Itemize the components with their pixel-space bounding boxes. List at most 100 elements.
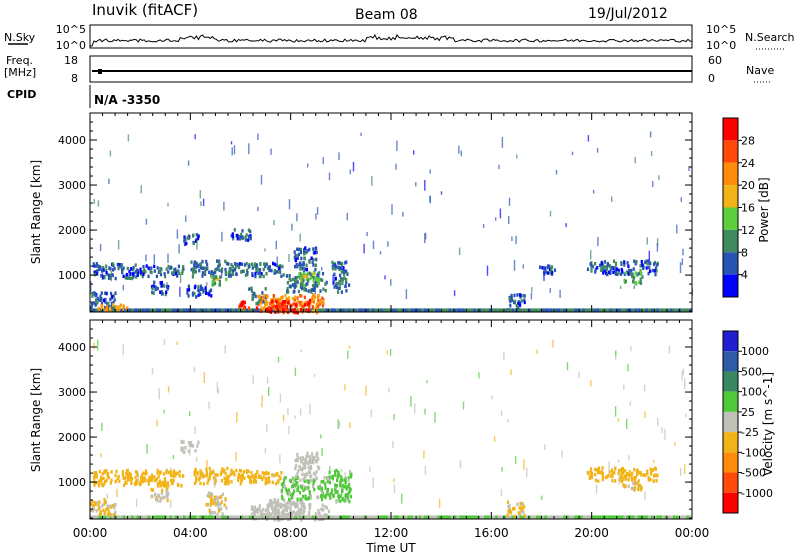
echo-cell [166, 486, 169, 491]
echo-cell [239, 235, 242, 240]
echo-cell [233, 228, 236, 232]
noise-echo [393, 413, 395, 420]
noise-echo [440, 191, 443, 195]
noise-echo [649, 131, 652, 138]
echo-cell [623, 278, 626, 283]
echo-cell [265, 272, 268, 276]
noise-echo [507, 419, 509, 423]
echo-cell [274, 507, 277, 512]
colorbar-segment [723, 207, 738, 230]
ground-scatter-cell [172, 515, 175, 519]
noise-echo [646, 237, 648, 245]
echo-cell [546, 271, 549, 275]
echo-cell [262, 475, 265, 480]
echo-cell [94, 303, 97, 307]
echo-cell [128, 269, 131, 274]
colorbar-segment [723, 432, 738, 453]
echo-cell [316, 452, 319, 456]
echo-cell [288, 491, 291, 495]
ground-scatter-cell [407, 308, 411, 312]
echo-cell [166, 287, 169, 291]
echo-cell [275, 515, 278, 519]
ground-scatter-cell [303, 308, 307, 312]
ground-scatter-cell [582, 515, 586, 519]
echo-cell [151, 286, 154, 291]
colorbar-tick-label: 4 [741, 269, 748, 282]
ground-scatter-cell [453, 308, 457, 312]
echo-cell [263, 512, 266, 517]
noise-echo [176, 229, 179, 239]
echo-cell [278, 303, 281, 307]
ground-scatter-cell [131, 515, 134, 519]
ground-scatter-cell [147, 515, 151, 519]
echo-cell [202, 288, 205, 293]
echo-cell [639, 270, 642, 275]
echo-cell [254, 478, 257, 482]
echo-cell [100, 297, 103, 301]
noise-echo [313, 373, 316, 377]
ground-scatter-cell [629, 308, 632, 312]
echo-cell [251, 512, 254, 517]
echo-cell [195, 233, 198, 237]
echo-cell [336, 490, 339, 494]
echo-cell [96, 296, 99, 301]
echo-cell [594, 267, 597, 272]
echo-cell [512, 507, 515, 511]
power-colorbar-label: Power [dB] [757, 177, 771, 242]
ground-scatter-cell [111, 515, 115, 519]
noise-echo [156, 419, 158, 427]
echo-cell [157, 484, 160, 488]
echo-cell [134, 475, 137, 480]
echo-cell [654, 266, 657, 270]
ground-scatter-cell [453, 515, 457, 519]
ground-scatter-cell [333, 308, 337, 312]
echo-cell [231, 265, 234, 269]
noise-echo [199, 190, 201, 199]
echo-cell [145, 264, 148, 268]
echo-cell [616, 272, 619, 277]
echo-cell [338, 498, 341, 503]
echo-cell [321, 278, 324, 282]
echo-cell [306, 472, 309, 476]
echo-cell [105, 469, 108, 473]
echo-cell [239, 303, 242, 307]
noise-echo [633, 285, 635, 289]
echo-cell [266, 302, 269, 307]
echo-cell [315, 257, 318, 262]
ground-scatter-cell [432, 308, 435, 312]
noise-echo [264, 248, 266, 252]
echo-cell [317, 508, 320, 513]
echo-cell [624, 279, 627, 284]
echo-cell [281, 503, 284, 508]
echo-cell [344, 480, 347, 484]
noise-echo [424, 233, 426, 244]
echo-cell [331, 266, 335, 271]
echo-cell [96, 269, 99, 273]
echo-cell [157, 493, 160, 497]
echo-cell [311, 455, 314, 460]
ground-scatter-cell [152, 515, 156, 519]
echo-cell [259, 515, 263, 520]
noise-echo [664, 428, 666, 440]
echo-cell [278, 308, 281, 312]
echo-cell [196, 472, 199, 476]
nsky-label: N.Sky [4, 31, 36, 44]
noise-panel: N.Sky 10^5 10^0 10^5 10^0 N.Search [4, 23, 795, 52]
echo-cell [106, 308, 109, 312]
ground-scatter-cell [568, 308, 572, 312]
echo-cell [316, 454, 319, 458]
echo-cell [329, 496, 332, 500]
echo-cell [303, 288, 306, 292]
echo-cell [95, 472, 98, 477]
ground-scatter-cell [588, 515, 591, 519]
ground-scatter-cell [133, 515, 137, 519]
echo-cell [281, 264, 284, 269]
noise-echo [202, 198, 205, 207]
time-tick-label: 00:00 [675, 526, 710, 540]
ground-scatter-cell [642, 515, 646, 519]
echo-cell [195, 261, 198, 266]
colorbar-tick-label: 12 [741, 224, 755, 237]
echo-cell [299, 478, 302, 482]
ytick-label: 3000 [58, 179, 86, 192]
echo-cell [223, 476, 226, 481]
